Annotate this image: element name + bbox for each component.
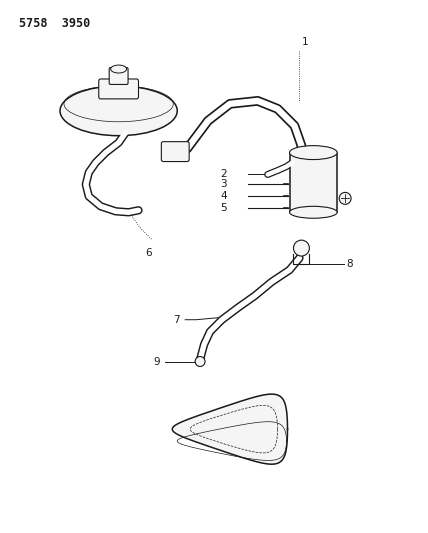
FancyBboxPatch shape	[161, 142, 189, 161]
FancyBboxPatch shape	[109, 68, 128, 84]
Circle shape	[339, 192, 351, 204]
Ellipse shape	[289, 146, 337, 159]
Text: 2: 2	[220, 169, 226, 180]
Ellipse shape	[289, 206, 337, 218]
Text: 6: 6	[145, 248, 152, 258]
Text: 1: 1	[301, 37, 308, 47]
Text: 7: 7	[174, 314, 180, 325]
Ellipse shape	[60, 86, 177, 136]
Bar	[289, 152, 337, 212]
Text: 5758  3950: 5758 3950	[19, 17, 91, 30]
Text: 4: 4	[220, 191, 226, 201]
Polygon shape	[172, 394, 288, 464]
Text: 5: 5	[220, 203, 226, 213]
Circle shape	[195, 357, 205, 367]
Ellipse shape	[111, 65, 127, 73]
Text: 8: 8	[346, 259, 353, 269]
Text: 9: 9	[154, 357, 160, 367]
Circle shape	[294, 240, 309, 256]
FancyBboxPatch shape	[99, 79, 139, 99]
Text: 3: 3	[220, 180, 226, 189]
